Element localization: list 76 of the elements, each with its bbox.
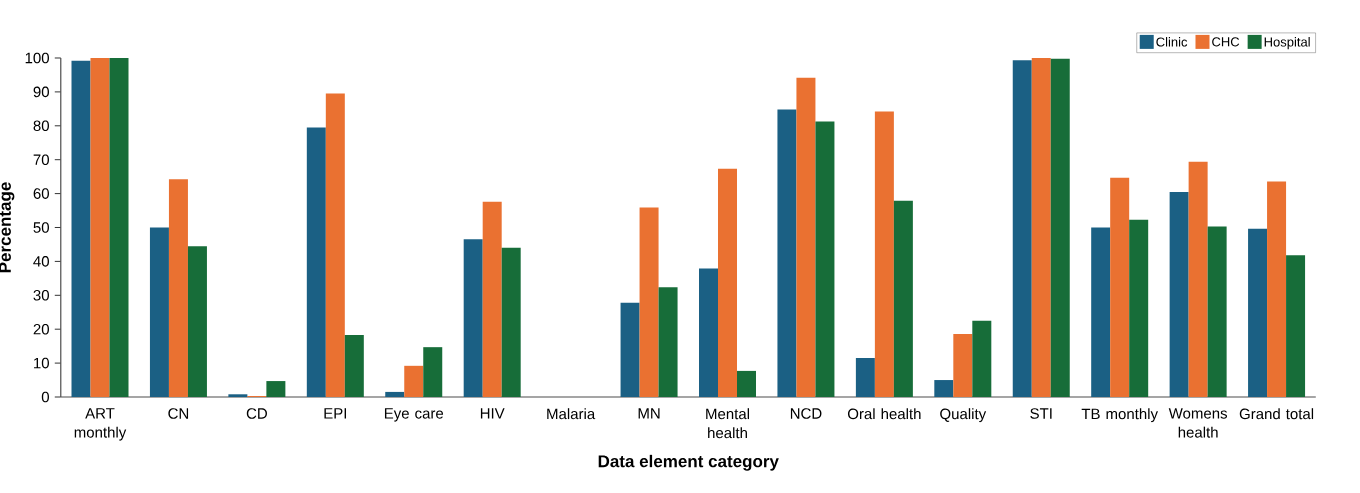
- bar: [109, 58, 129, 397]
- bar: [972, 320, 992, 397]
- bar: [1267, 181, 1287, 397]
- bar: [1031, 58, 1051, 397]
- x-tick-label: STI: [1030, 408, 1052, 419]
- x-tick-label: Quality: [940, 408, 987, 423]
- bar: [874, 111, 894, 397]
- x-tick-label: MN: [638, 408, 660, 419]
- x-tick-label: Grand total: [1239, 408, 1314, 420]
- y-tick-label: 40: [33, 256, 49, 267]
- y-tick-label: 20: [33, 323, 49, 335]
- bar: [187, 246, 207, 397]
- y-tick-label: 80: [33, 120, 49, 132]
- x-tick-label: NCD: [790, 408, 822, 419]
- y-tick-label: 70: [33, 154, 49, 165]
- bar: [934, 380, 954, 397]
- bar: [1286, 255, 1306, 397]
- bar: [423, 347, 443, 397]
- bar: [1012, 60, 1032, 397]
- x-tick-label: EPI: [324, 408, 347, 419]
- x-tick-label: ART monthly: [74, 408, 127, 441]
- bar: [658, 287, 678, 397]
- x-tick-label: TB monthly: [1081, 408, 1158, 423]
- bar: [71, 60, 91, 397]
- x-tick-label: CD: [246, 408, 267, 419]
- bar: [1248, 228, 1268, 397]
- legend-label: CHC: [1212, 37, 1240, 47]
- y-tick-label: 30: [33, 289, 49, 301]
- bar: [699, 268, 718, 397]
- bar: [404, 365, 424, 397]
- legend-label: Hospital: [1264, 37, 1310, 50]
- bar: [306, 127, 326, 397]
- x-tick-label: Womens health: [1168, 408, 1228, 438]
- y-tick-label: 60: [33, 188, 49, 199]
- bar: [620, 302, 640, 397]
- x-tick-label: Mental health: [706, 408, 749, 439]
- bar: [501, 247, 521, 397]
- bar: [1050, 58, 1070, 397]
- bar: [893, 200, 913, 397]
- x-tick-label: Eye care: [384, 408, 444, 422]
- bar: [168, 179, 188, 397]
- legend-label: Clinic: [1156, 37, 1188, 47]
- bar: [737, 370, 756, 397]
- y-tick-label: 10: [34, 357, 49, 369]
- bar: [344, 334, 364, 397]
- bar: [1169, 191, 1189, 397]
- y-axis-title: Percentage: [0, 182, 15, 273]
- x-axis-title: Data element category: [598, 454, 779, 471]
- bar: [1091, 227, 1111, 397]
- bar: [1207, 226, 1227, 397]
- bar: [815, 121, 835, 397]
- bar: [718, 168, 737, 397]
- bar: [228, 394, 248, 397]
- bar: [855, 358, 875, 397]
- bar: [953, 333, 973, 397]
- bar: [266, 381, 286, 397]
- bar: [1110, 177, 1130, 397]
- bar: [325, 93, 345, 397]
- y-tick-label: 90: [33, 86, 49, 98]
- y-tick-label: 0: [41, 391, 49, 403]
- bar: [796, 77, 816, 397]
- bar: [1129, 219, 1149, 397]
- bar: [149, 227, 169, 397]
- bar: [777, 109, 797, 397]
- x-tick-label: HIV: [480, 408, 505, 419]
- y-tick-label: 50: [33, 222, 49, 233]
- bar: [482, 201, 502, 397]
- x-tick-label: CN: [168, 408, 189, 419]
- x-tick-label: Oral health: [847, 408, 921, 420]
- bar: [639, 207, 659, 397]
- y-tick-label: 100: [25, 52, 49, 64]
- x-tick-label: Malaria: [547, 408, 596, 420]
- bar: [1188, 161, 1208, 397]
- bar: [385, 391, 405, 397]
- bar: [90, 58, 110, 397]
- bar: [463, 239, 483, 397]
